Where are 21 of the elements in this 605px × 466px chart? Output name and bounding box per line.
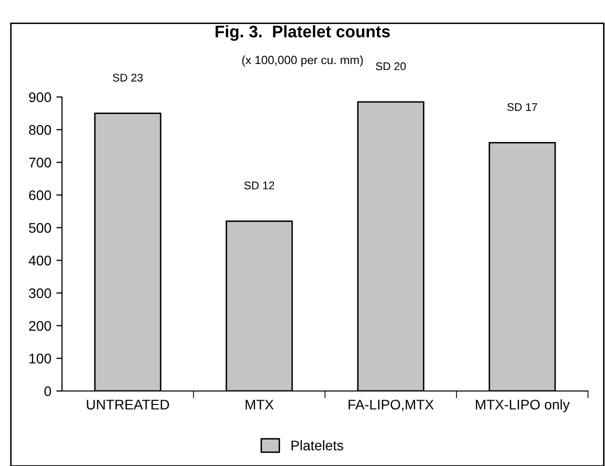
chart-subtitle: (x 100,000 per cu. mm): [242, 56, 363, 67]
x-tick-label: MTX-LIPO only: [476, 399, 570, 412]
y-tick-label: 100: [29, 354, 52, 364]
annotation: SD 17: [507, 103, 538, 111]
y-tick-label: 800: [29, 125, 52, 135]
annotation: SD 12: [244, 182, 274, 190]
y-tick-label: 300: [28, 288, 52, 298]
y-tick-label: 900: [29, 92, 52, 102]
x-tick-label: UNTREATED: [86, 400, 170, 410]
x-tick-label: MTX: [246, 400, 274, 410]
chart-title: Fig. 3. Platelet counts: [216, 25, 390, 41]
x-tick-label: FA-LIPO,MTX: [348, 400, 434, 412]
y-tick-label: 600: [29, 190, 52, 200]
annotation: SD 20: [376, 62, 406, 70]
y-tick-label: 500: [28, 223, 52, 233]
annotation: SD 23: [112, 74, 143, 82]
legend-label: Platelets: [292, 440, 344, 450]
y-tick-label: 0: [44, 386, 52, 396]
y-tick-label: 200: [29, 321, 52, 331]
y-tick-label: 700: [29, 158, 52, 168]
y-tick-label: 400: [28, 256, 52, 266]
